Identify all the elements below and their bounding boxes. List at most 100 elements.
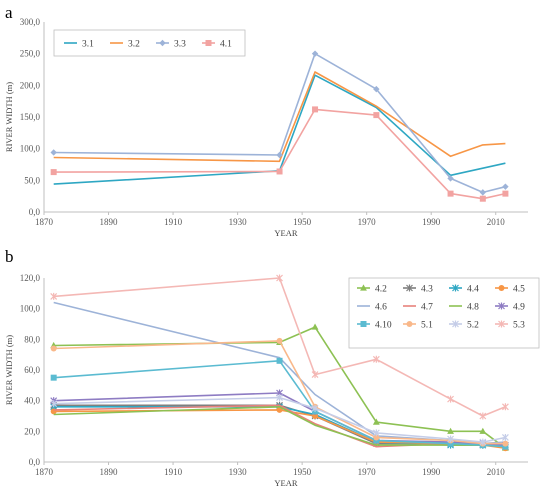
chart-a-series-line-3.2 — [53, 71, 506, 163]
chart-b-legend-label-4.4: 4.4 — [467, 285, 479, 295]
chart-b-point-4.10 — [373, 437, 380, 444]
chart-a-x-axis-title: YEAR — [274, 228, 297, 238]
chart-a-y-tick-label: 0,0 — [29, 207, 41, 217]
chart-b-legend-label-4.6: 4.6 — [375, 303, 387, 313]
chart-b-legend-marker-5.1 — [406, 321, 413, 327]
chart-b-x-tick-label: 1890 — [100, 467, 119, 477]
chart-a-point-3.3 — [276, 151, 283, 159]
chart-b-legend-label-4.3: 4.3 — [421, 285, 433, 295]
chart-b-point-5.3 — [50, 292, 58, 300]
panel-label-a: a — [5, 3, 13, 22]
chart-b-x-tick-label: 1910 — [164, 467, 183, 477]
chart-b-point-5.2 — [311, 404, 319, 412]
chart-a-x-tick-label: 1910 — [164, 217, 183, 227]
chart-b-point-4.2 — [311, 323, 319, 330]
chart-b-legend-marker-5.2 — [452, 320, 459, 328]
chart-a-y-tick-label: 150,0 — [20, 112, 41, 122]
chart-a-x-tick-label: 1870 — [35, 217, 54, 227]
chart-b-y-tick-label: 100,0 — [20, 304, 41, 314]
chart-a-series-line-3.1 — [53, 74, 506, 185]
chart-b-y-tick-label: 80,0 — [24, 334, 40, 344]
chart-a-x-tick-label: 1890 — [100, 217, 119, 227]
chart-b-series-5.3 — [50, 274, 509, 420]
chart-a-legend-marker-4.1 — [205, 40, 212, 46]
chart-a-series-4.1 — [50, 106, 509, 202]
chart-b-point-4.2 — [372, 418, 380, 425]
chart-a-x-tick-label: 2010 — [487, 217, 506, 227]
chart-a-series-3.1 — [53, 74, 506, 185]
chart-b-point-5.3 — [447, 395, 454, 403]
chart-a-y-tick-label: 50,0 — [24, 175, 40, 185]
chart-b-y-tick-label: 0,0 — [29, 457, 41, 467]
chart-b-point-5.1 — [373, 434, 380, 441]
chart-a-point-4.1 — [276, 168, 283, 175]
chart-b-legend-label-4.10: 4.10 — [375, 321, 392, 331]
chart-b-point-5.1 — [276, 337, 283, 344]
chart-a-point-4.1 — [312, 106, 319, 113]
chart-b-point-5.1 — [502, 440, 509, 447]
chart-b-y-tick-label: 20,0 — [24, 426, 40, 436]
chart-b-point-5.3 — [479, 412, 487, 420]
chart-b-y-tick-label: 60,0 — [24, 365, 40, 375]
chart-a-y-tick-label: 200,0 — [20, 80, 41, 90]
chart-b-point-5.2 — [501, 433, 509, 441]
chart-a-y-tick-label: 300,0 — [20, 17, 41, 27]
chart-a-x-tick-label: 1950 — [293, 217, 312, 227]
chart-b-x-tick-label: 2010 — [487, 467, 506, 477]
chart-b-y-tick-label: 120,0 — [20, 273, 41, 283]
chart-b-legend-label-4.7: 4.7 — [421, 303, 433, 313]
chart-a-y-tick-label: 100,0 — [20, 144, 41, 154]
chart-b-point-4.10 — [276, 357, 283, 364]
chart-b-legend-marker-4.10 — [360, 321, 367, 327]
chart-b: 0,0 20,0 40,0 60,0 80,0 100,0 120,0 1870 1890 191… — [4, 273, 540, 488]
chart-b-legend-label-4.8: 4.8 — [467, 303, 479, 313]
chart-b-legend-marker-4.9 — [498, 302, 505, 310]
chart-b-legend-label-4.9: 4.9 — [513, 303, 525, 313]
chart-a-point-3.3 — [50, 149, 57, 156]
chart-a-point-3.3 — [447, 175, 454, 182]
chart-b-point-4.2 — [479, 427, 487, 434]
chart-b-point-4.2 — [447, 427, 454, 434]
chart-b-y-tick-label: 40,0 — [24, 396, 40, 406]
chart-b-point-4.10 — [50, 374, 57, 381]
chart-b-x-tick-label: 1950 — [293, 467, 312, 477]
panel-label-b: b — [5, 247, 14, 266]
chart-b-legend-box — [348, 277, 540, 349]
chart-a-point-3.3 — [373, 85, 380, 93]
chart-b-legend-label-5.3: 5.3 — [513, 321, 525, 331]
chart-a-x-tick-label: 1990 — [422, 217, 441, 227]
chart-b-legend-marker-5.3 — [498, 320, 505, 328]
chart-a-point-4.1 — [373, 112, 380, 119]
chart-b-point-5.2 — [447, 435, 454, 443]
chart-b-legend-marker-4.3 — [406, 284, 413, 292]
chart-b-legend-label-5.1: 5.1 — [421, 321, 433, 331]
chart-a-x-tick-label: 1970 — [358, 217, 377, 227]
chart-a-point-3.3 — [502, 183, 509, 190]
chart-a-legend-label-4.1: 4.1 — [220, 40, 232, 50]
chart-b-point-5.2 — [276, 394, 283, 402]
chart-b-point-5.3 — [311, 371, 319, 379]
chart-b-point-4.10 — [447, 440, 454, 447]
chart-b-point-5.2 — [50, 400, 58, 408]
chart-a: 0,0 50,0 100,0 150,0 200,0 250,0 300,0 1870 1890… — [4, 17, 528, 238]
chart-b-x-axis-title: YEAR — [274, 478, 297, 488]
chart-a-series-3.2 — [53, 71, 506, 163]
chart-a-y-axis-title: RIVER WIDTH (m) — [4, 82, 14, 152]
chart-b-legend-label-4.5: 4.5 — [513, 285, 525, 295]
chart-b-legend-label-5.2: 5.2 — [467, 321, 479, 331]
chart-a-point-4.1 — [479, 195, 486, 202]
chart-b-point-5.2 — [372, 429, 380, 437]
chart-a-point-4.1 — [502, 190, 509, 197]
chart-b-x-tick-label: 1870 — [35, 467, 54, 477]
chart-b-series-5.2 — [50, 394, 509, 446]
chart-a-series-3.3 — [50, 50, 509, 196]
chart-b-point-5.2 — [479, 438, 487, 446]
chart-b-point-5.1 — [50, 345, 57, 352]
chart-a-x-tick-label: 1930 — [229, 217, 248, 227]
chart-a-y-tick-label: 250,0 — [20, 49, 41, 59]
chart-b-point-5.3 — [276, 274, 283, 282]
chart-a-legend-label-3.3: 3.3 — [174, 40, 186, 50]
chart-b-legend-marker-4.5 — [498, 285, 505, 291]
chart-b-point-5.3 — [501, 403, 509, 411]
